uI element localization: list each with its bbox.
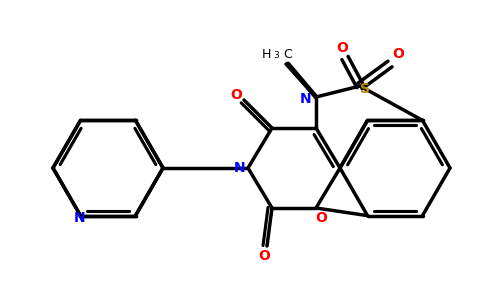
Text: S: S xyxy=(360,82,370,96)
Text: H: H xyxy=(262,47,271,61)
Text: O: O xyxy=(336,41,348,55)
Text: O: O xyxy=(392,47,404,61)
Text: O: O xyxy=(258,249,270,263)
Text: N: N xyxy=(234,161,246,175)
Text: 3: 3 xyxy=(273,51,279,60)
Text: N: N xyxy=(74,211,85,225)
Text: C: C xyxy=(283,47,292,61)
Text: N: N xyxy=(300,92,312,106)
Text: O: O xyxy=(230,88,242,102)
Text: O: O xyxy=(315,211,327,225)
